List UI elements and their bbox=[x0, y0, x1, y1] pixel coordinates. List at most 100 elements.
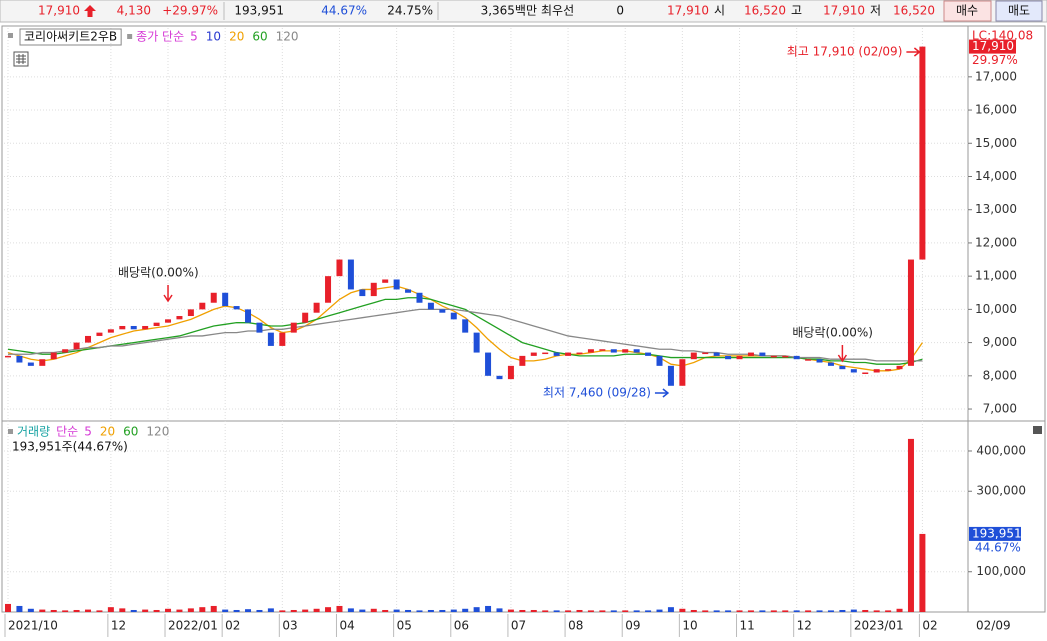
volume-bar bbox=[519, 609, 526, 612]
x-tick-label: 07 bbox=[511, 619, 526, 633]
x-tick-label: 12 bbox=[111, 619, 126, 633]
volume-bar bbox=[290, 609, 297, 612]
buy-label[interactable]: 매수 bbox=[956, 4, 978, 18]
candle bbox=[450, 312, 457, 320]
y-tick-label: 14,000 bbox=[975, 169, 1017, 183]
open: 16,520 bbox=[744, 4, 786, 18]
candle bbox=[542, 352, 549, 355]
quote-bar bbox=[0, 0, 1047, 23]
volume-bar bbox=[736, 610, 743, 612]
candle bbox=[302, 312, 309, 323]
volume-bar bbox=[862, 609, 869, 612]
volume-bar bbox=[587, 610, 594, 612]
candle bbox=[747, 352, 754, 356]
annotation-low: 최저 7,460 (09/28) bbox=[543, 386, 651, 400]
y-tick-label: 10,000 bbox=[975, 302, 1017, 316]
x-tick-label: 03 bbox=[282, 619, 297, 633]
volume-bar bbox=[850, 609, 857, 612]
volume-bar bbox=[690, 609, 697, 612]
candle bbox=[793, 355, 800, 360]
ma-line bbox=[7, 297, 923, 365]
candle bbox=[656, 355, 663, 366]
candle bbox=[267, 332, 274, 346]
volume-bar bbox=[370, 608, 377, 612]
volume-bar bbox=[119, 608, 126, 612]
volume-bar bbox=[325, 607, 332, 612]
volume-bar bbox=[176, 609, 183, 612]
volume-bar bbox=[222, 609, 229, 612]
candle bbox=[473, 332, 480, 353]
volume-ratio: 44.67% bbox=[321, 4, 367, 18]
candle bbox=[770, 355, 777, 358]
volume-bar bbox=[439, 609, 446, 612]
low-label: 저 bbox=[870, 4, 881, 18]
volume-bar bbox=[827, 610, 834, 612]
volume-bar bbox=[759, 610, 766, 612]
sell-button[interactable] bbox=[995, 0, 1043, 22]
x-tick-label: 09 bbox=[625, 619, 640, 633]
buy-button[interactable] bbox=[943, 0, 992, 22]
up-arrow bbox=[84, 5, 96, 17]
volume-note: 193,951주(44.67%) bbox=[12, 440, 128, 454]
volume-bar bbox=[165, 608, 172, 612]
candle bbox=[839, 365, 846, 370]
candle bbox=[667, 365, 674, 386]
x-tick-label: 11 bbox=[740, 619, 755, 633]
legend-entry: 20 bbox=[100, 425, 115, 439]
volume-bar bbox=[610, 610, 617, 612]
candle bbox=[713, 352, 720, 356]
candle bbox=[313, 302, 320, 313]
volume-bar bbox=[245, 609, 252, 612]
change-pct: +29.97% bbox=[162, 4, 218, 18]
volume-bar bbox=[873, 610, 880, 612]
volume-bar bbox=[142, 609, 149, 612]
symbol-box bbox=[19, 28, 122, 46]
annotation-arrow bbox=[906, 47, 921, 57]
volume-bar bbox=[816, 610, 823, 612]
ma-line bbox=[8, 308, 923, 362]
volume-bar bbox=[485, 605, 492, 612]
ma-label: 종가 단순 bbox=[136, 30, 184, 44]
legend-dot bbox=[8, 33, 13, 38]
sell-label[interactable]: 매도 bbox=[1008, 4, 1030, 18]
volume-bar bbox=[885, 610, 892, 612]
candle bbox=[27, 362, 34, 366]
x-tick-label: 2023/01 bbox=[854, 619, 904, 633]
volume-bar bbox=[347, 608, 354, 612]
candle bbox=[62, 349, 69, 353]
candle bbox=[210, 292, 217, 303]
candle bbox=[702, 352, 709, 355]
pane-button[interactable] bbox=[1033, 426, 1042, 434]
candle bbox=[85, 335, 92, 343]
candle bbox=[439, 309, 446, 313]
volume-bar bbox=[576, 609, 583, 612]
volume-bar bbox=[187, 608, 194, 612]
candle bbox=[873, 369, 880, 373]
volume-bar bbox=[313, 608, 320, 612]
legend-entry: 10 bbox=[206, 30, 221, 44]
candle bbox=[5, 355, 11, 358]
last-price-box bbox=[969, 39, 1016, 54]
candle bbox=[519, 355, 526, 366]
lc-label: LC:140.08 bbox=[972, 29, 1033, 43]
volume-bar bbox=[302, 609, 309, 612]
candle bbox=[587, 349, 594, 353]
volume-bar bbox=[279, 610, 286, 612]
price: 17,910 bbox=[38, 4, 80, 18]
volume-bar bbox=[5, 603, 11, 612]
candle bbox=[336, 259, 343, 277]
open-label: 시 bbox=[714, 4, 725, 18]
best-value: 0 bbox=[616, 4, 624, 18]
volume-bar bbox=[210, 605, 217, 612]
y-tick-label: 15,000 bbox=[975, 136, 1017, 150]
volume-bar bbox=[496, 608, 503, 612]
candle bbox=[622, 349, 629, 353]
volume-bar bbox=[656, 609, 663, 612]
volume-bar bbox=[565, 610, 572, 612]
candle bbox=[736, 355, 743, 360]
volume-bar bbox=[27, 608, 34, 612]
volume-bar bbox=[256, 609, 263, 612]
annotation: 배당락(0.00%) bbox=[792, 326, 873, 340]
volume-bar bbox=[233, 609, 240, 612]
turnover: 24.75% bbox=[387, 4, 433, 18]
